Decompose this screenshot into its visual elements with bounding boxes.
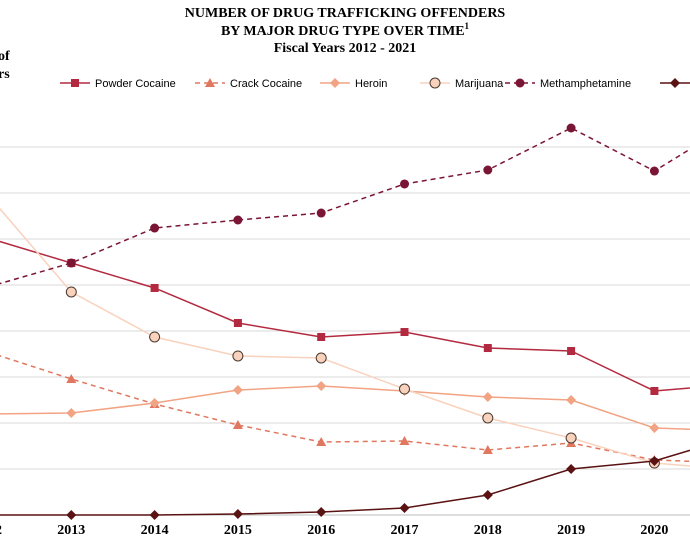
x-tick-label: 2018 xyxy=(474,523,502,538)
marker xyxy=(482,392,493,403)
series xyxy=(0,123,690,285)
marker xyxy=(482,445,493,455)
title-text: BY MAJOR DRUG TYPE OVER TIME xyxy=(221,24,465,39)
marker xyxy=(149,510,160,520)
x-tick-label: 2015 xyxy=(224,523,252,538)
marker xyxy=(399,383,410,395)
marker xyxy=(399,435,410,445)
legend-marker xyxy=(515,78,525,88)
legend-label: Marijuana xyxy=(455,78,504,90)
marker xyxy=(150,223,160,233)
marker xyxy=(149,397,160,408)
marker xyxy=(565,432,577,444)
series xyxy=(0,240,690,395)
legend-marker xyxy=(71,79,79,87)
y-axis-label: of xyxy=(0,49,10,64)
marker xyxy=(149,331,161,343)
legend-item: Crack Cocaine xyxy=(195,78,302,90)
series xyxy=(0,449,690,520)
marker xyxy=(649,455,660,466)
marker xyxy=(483,344,492,353)
marker xyxy=(482,489,493,500)
marker xyxy=(566,395,577,405)
legend-item: Heroin xyxy=(320,78,387,90)
marker xyxy=(567,347,576,356)
legend-marker xyxy=(429,77,441,89)
marker xyxy=(232,508,243,519)
footnote-mark: 1 xyxy=(465,21,470,31)
line xyxy=(0,207,690,467)
x-tick-label: 2014 xyxy=(141,523,169,538)
marker xyxy=(400,328,409,337)
series xyxy=(0,207,690,469)
x-tick-label: 2020 xyxy=(640,523,668,538)
legend-label: Heroin xyxy=(355,78,387,90)
x-tick-label: 2016 xyxy=(307,523,335,538)
marker xyxy=(566,123,576,133)
x-tick-label: 2017 xyxy=(391,523,419,538)
y-axis-label: rs xyxy=(0,67,10,82)
marker xyxy=(316,381,327,392)
marker xyxy=(316,507,327,518)
legend-marker xyxy=(205,78,215,87)
marker xyxy=(316,436,327,446)
line xyxy=(0,385,690,431)
marker xyxy=(649,423,660,434)
marker xyxy=(66,373,77,383)
marker xyxy=(566,464,577,474)
series xyxy=(0,355,690,464)
chart-subtitle: Fiscal Years 2012 - 2021 xyxy=(274,41,417,56)
x-tick-label: 2013 xyxy=(57,523,85,538)
marker xyxy=(66,258,76,268)
marker xyxy=(233,318,242,327)
marker xyxy=(232,419,243,429)
chart-title: NUMBER OF DRUG TRAFFICKING OFFENDERS xyxy=(185,6,506,21)
marker xyxy=(232,350,244,362)
marker xyxy=(315,352,327,364)
line xyxy=(0,240,690,392)
line xyxy=(0,127,690,285)
x-tick-label: 2012 xyxy=(0,523,2,538)
line xyxy=(0,449,690,516)
legend-label: Powder Cocaine xyxy=(95,78,176,90)
legend-item: Methamphetamine xyxy=(505,78,631,90)
marker xyxy=(399,503,410,514)
legend-label: Crack Cocaine xyxy=(230,78,302,90)
legend-marker xyxy=(330,78,340,88)
marker xyxy=(482,412,494,424)
x-tick-label: 2019 xyxy=(557,523,585,538)
legend-item: Marijuana xyxy=(420,77,504,90)
legend-marker xyxy=(670,78,680,88)
marker xyxy=(400,179,409,189)
marker xyxy=(150,283,159,292)
marker xyxy=(317,332,326,341)
legend-item xyxy=(660,78,690,88)
marker xyxy=(649,166,659,176)
marker xyxy=(650,386,659,395)
marker xyxy=(66,510,77,520)
legend-item: Powder Cocaine xyxy=(60,78,176,90)
marker xyxy=(483,165,493,175)
line xyxy=(0,355,690,463)
legend-label: Methamphetamine xyxy=(540,78,631,90)
marker xyxy=(316,208,326,218)
chart-title-line: BY MAJOR DRUG TYPE OVER TIME1 xyxy=(221,21,470,39)
marker xyxy=(65,286,77,298)
marker xyxy=(66,408,77,419)
marker xyxy=(232,385,243,396)
marker xyxy=(233,215,243,225)
